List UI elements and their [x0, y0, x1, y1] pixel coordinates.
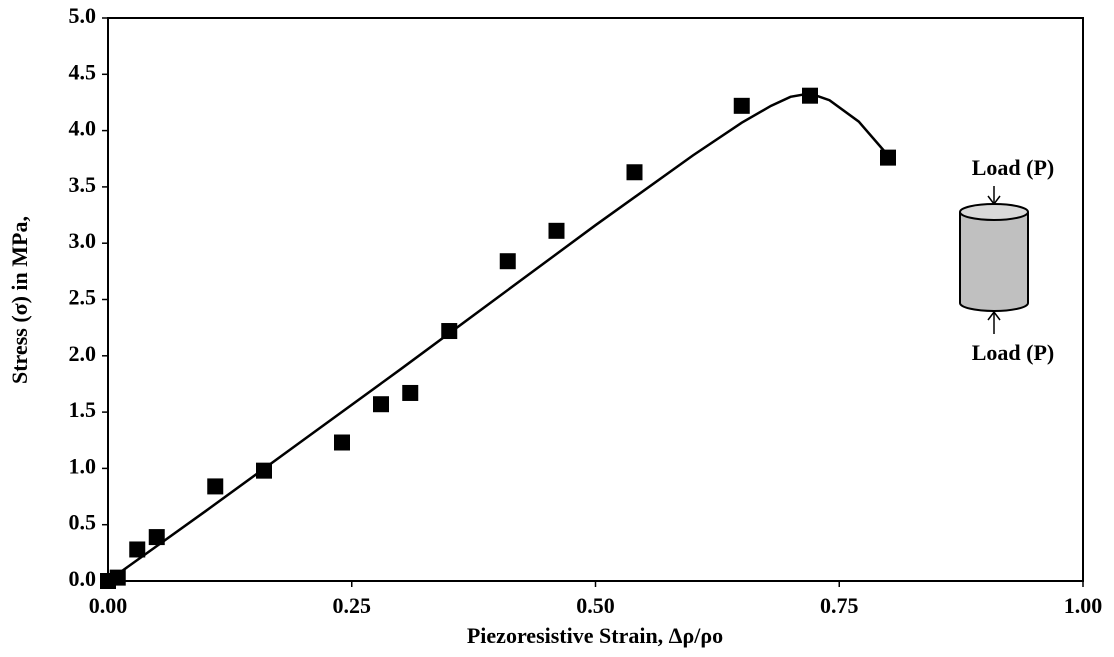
x-tick-label: 0.50 — [576, 593, 615, 618]
data-point — [129, 541, 146, 558]
y-tick-label: 2.5 — [69, 285, 97, 310]
plot-frame — [107, 17, 1084, 582]
y-tick-label: 4.0 — [69, 116, 97, 141]
y-tick-label: 0.0 — [69, 566, 97, 591]
y-tick-label: 1.5 — [69, 397, 97, 422]
fit-line — [107, 92, 889, 583]
data-point — [548, 222, 565, 239]
x-tick-label: 1.00 — [1064, 593, 1103, 618]
x-tick-label: 0.75 — [820, 593, 859, 618]
x-tick-label: 0.00 — [89, 593, 128, 618]
y-tick-label: 5.0 — [69, 3, 97, 28]
y-tick-label: 1.0 — [69, 453, 97, 478]
x-tick-label: 0.25 — [333, 593, 372, 618]
annotation: Load (P) — [972, 155, 1055, 180]
data-point — [207, 478, 224, 495]
annotation: Load (P) — [972, 340, 1055, 365]
data-point — [733, 97, 750, 114]
data-point — [626, 164, 643, 181]
arrow-head — [987, 310, 1001, 321]
data-point — [256, 462, 272, 479]
y-tick-label: 3.0 — [69, 228, 97, 253]
data-point — [402, 384, 419, 401]
y-tick-label: 3.5 — [69, 172, 97, 197]
data-point — [499, 253, 516, 270]
data-point — [109, 569, 126, 586]
data-point — [373, 396, 389, 413]
data-point — [441, 323, 458, 340]
arrow-head — [987, 195, 1001, 206]
y-tick-label: 2.0 — [69, 341, 97, 366]
y-axis-label: Stress (σ) in MPa, — [7, 216, 32, 384]
cylinder-body — [959, 212, 1029, 312]
data-point — [802, 87, 818, 104]
y-tick-label: 0.5 — [69, 510, 97, 535]
data-point — [334, 434, 350, 451]
data-point — [148, 529, 165, 546]
y-tick-label: 4.5 — [69, 59, 97, 84]
cylinder-top — [959, 203, 1029, 221]
data-point — [880, 149, 896, 166]
specimen-diagram: Load (P) Load (P) — [959, 155, 1055, 365]
x-axis-label: Piezoresistive Strain, Δρ/ρo — [467, 623, 723, 648]
